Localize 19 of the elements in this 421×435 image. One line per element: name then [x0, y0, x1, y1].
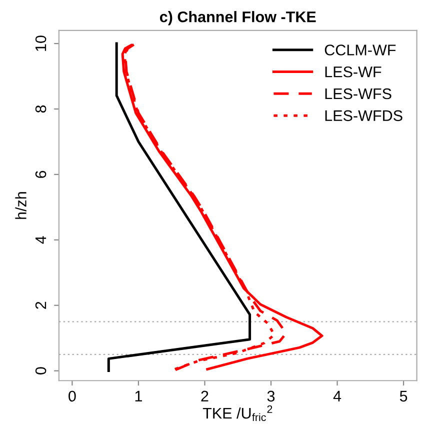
y-tick-label: 8: [35, 105, 46, 113]
y-axis-title: h/zh: [15, 192, 26, 219]
y-tick-label: 0: [35, 367, 46, 374]
legend-label: LES-WFDS: [325, 110, 402, 122]
x-tick-label: 1: [135, 390, 142, 402]
chart-title: c) Channel Flow -TKE: [160, 11, 316, 26]
x-tick-label: 5: [400, 390, 408, 402]
x-tick-label: 3: [267, 390, 275, 402]
legend-label: LES-WFS: [325, 88, 392, 100]
x-tick-label: 4: [333, 390, 342, 402]
x-tick-label: 2: [201, 390, 208, 402]
legend-label: LES-WF: [325, 66, 382, 78]
x-tick-label: 0: [68, 390, 76, 402]
y-tick-label: 10: [35, 36, 46, 51]
y-tick-label: 4: [36, 236, 46, 244]
legend-label: CCLM-WF: [324, 44, 396, 56]
y-tick-label: 6: [35, 170, 46, 178]
x-axis-title: TKE /U$_{fric}$$^{2}$: [202, 405, 272, 422]
y-tick-label: 2: [35, 302, 46, 309]
